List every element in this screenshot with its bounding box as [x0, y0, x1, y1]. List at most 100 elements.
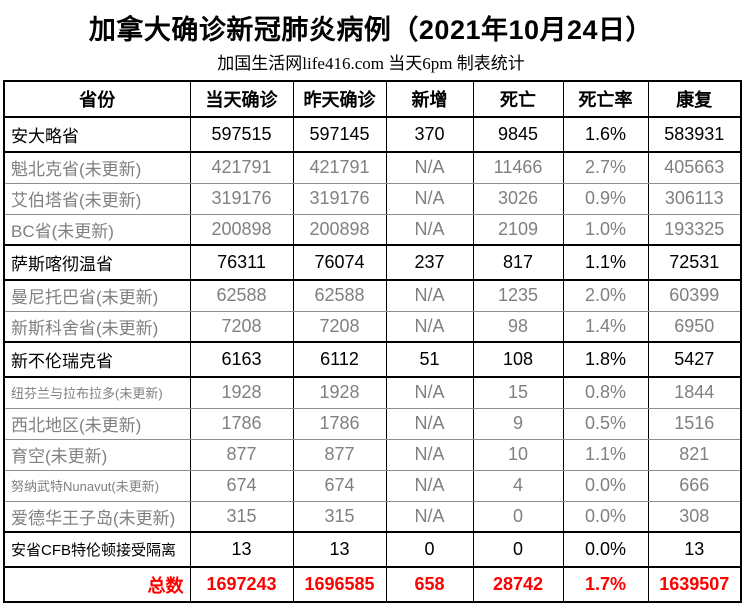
cell-new-cases: N/A	[385, 310, 474, 343]
cell-recovered: 1639507	[647, 566, 742, 603]
cell-new-cases: N/A	[385, 182, 474, 215]
cell-deaths: 3026	[472, 182, 564, 215]
cell-recovered: 308	[647, 500, 742, 533]
cell-deaths: 108	[472, 341, 564, 378]
cell-deaths: 1235	[472, 279, 564, 312]
cell-new-cases: N/A	[385, 469, 474, 502]
cell-yesterday-confirmed: 76074	[292, 244, 387, 281]
cell-deaths: 9845	[472, 116, 564, 153]
cell-death-rate: 1.1%	[562, 438, 649, 471]
cell-deaths: 9	[472, 407, 564, 440]
row-manitoba: 曼尼托巴省(未更新) 62588 62588 N/A 1235 2.0% 603…	[3, 279, 742, 312]
cell-recovered: 1516	[647, 407, 742, 440]
row-yukon: 育空(未更新) 877 877 N/A 10 1.1% 821	[3, 438, 742, 471]
cell-province: 爱德华王子岛(未更新)	[3, 500, 191, 533]
covid-stats-table: 省份 当天确诊 昨天确诊 新增 死亡 死亡率 康复 安大略省 597515 59…	[3, 80, 742, 603]
row-northwest-territories: 西北地区(未更新) 1786 1786 N/A 9 0.5% 1516	[3, 407, 742, 440]
cell-death-rate: 1.8%	[562, 341, 649, 378]
row-alberta: 艾伯塔省(未更新) 319176 319176 N/A 3026 0.9% 30…	[3, 182, 742, 215]
col-header-new-cases: 新增	[385, 81, 474, 118]
cell-province: BC省(未更新)	[3, 213, 191, 246]
cell-new-cases: N/A	[385, 151, 474, 184]
row-saskatchewan: 萨斯喀彻温省 76311 76074 237 817 1.1% 72531	[3, 244, 742, 281]
cell-yesterday-confirmed: 1928	[292, 376, 387, 409]
cell-death-rate: 0.5%	[562, 407, 649, 440]
cell-deaths: 4	[472, 469, 564, 502]
cell-yesterday-confirmed: 6112	[292, 341, 387, 378]
row-ontario: 安大略省 597515 597145 370 9845 1.6% 583931	[3, 116, 742, 153]
cell-death-rate: 0.9%	[562, 182, 649, 215]
table-header-row: 省份 当天确诊 昨天确诊 新增 死亡 死亡率 康复	[3, 81, 742, 118]
cell-today-confirmed: 674	[189, 469, 294, 502]
cell-death-rate: 1.0%	[562, 213, 649, 246]
cell-today-confirmed: 1928	[189, 376, 294, 409]
cell-death-rate: 1.1%	[562, 244, 649, 281]
cell-today-confirmed: 1786	[189, 407, 294, 440]
cell-today-confirmed: 6163	[189, 341, 294, 378]
cell-recovered: 5427	[647, 341, 742, 378]
cell-today-confirmed: 7208	[189, 310, 294, 343]
cell-deaths: 0	[472, 500, 564, 533]
cell-province: 新不伦瑞克省	[3, 341, 191, 378]
cell-deaths: 15	[472, 376, 564, 409]
row-bc: BC省(未更新) 200898 200898 N/A 2109 1.0% 193…	[3, 213, 742, 246]
cell-recovered: 306113	[647, 182, 742, 215]
cell-province: 纽芬兰与拉布拉多(未更新)	[3, 376, 191, 409]
cell-today-confirmed: 1697243	[189, 566, 294, 603]
cell-recovered: 193325	[647, 213, 742, 246]
cell-new-cases: 237	[385, 244, 474, 281]
cell-recovered: 6950	[647, 310, 742, 343]
cell-new-cases: 51	[385, 341, 474, 378]
row-nova-scotia: 新斯科舍省(未更新) 7208 7208 N/A 98 1.4% 6950	[3, 310, 742, 343]
cell-new-cases: N/A	[385, 500, 474, 533]
cell-recovered: 583931	[647, 116, 742, 153]
cell-deaths: 11466	[472, 151, 564, 184]
row-quebec: 魁北克省(未更新) 421791 421791 N/A 11466 2.7% 4…	[3, 151, 742, 184]
cell-deaths: 2109	[472, 213, 564, 246]
cell-yesterday-confirmed: 421791	[292, 151, 387, 184]
cell-death-rate: 0.0%	[562, 469, 649, 502]
cell-new-cases: 658	[385, 566, 474, 603]
cell-today-confirmed: 877	[189, 438, 294, 471]
cell-yesterday-confirmed: 597145	[292, 116, 387, 153]
row-cfb-trenton: 安省CFB特伦顿接受隔离 13 13 0 0 0.0% 13	[3, 531, 742, 568]
row-newfoundland-labrador: 纽芬兰与拉布拉多(未更新) 1928 1928 N/A 15 0.8% 1844	[3, 376, 742, 409]
cell-new-cases: 370	[385, 116, 474, 153]
cell-yesterday-confirmed: 319176	[292, 182, 387, 215]
cell-today-confirmed: 62588	[189, 279, 294, 312]
cell-recovered: 1844	[647, 376, 742, 409]
cell-yesterday-confirmed: 877	[292, 438, 387, 471]
row-total: 总数 1697243 1696585 658 28742 1.7% 163950…	[3, 566, 742, 603]
cell-recovered: 821	[647, 438, 742, 471]
cell-deaths: 28742	[472, 566, 564, 603]
cell-new-cases: 0	[385, 531, 474, 568]
col-header-province: 省份	[3, 81, 191, 118]
cell-deaths: 98	[472, 310, 564, 343]
cell-new-cases: N/A	[385, 407, 474, 440]
cell-yesterday-confirmed: 200898	[292, 213, 387, 246]
cell-death-rate: 0.0%	[562, 500, 649, 533]
col-header-recovered: 康复	[647, 81, 742, 118]
cell-province: 新斯科舍省(未更新)	[3, 310, 191, 343]
row-new-brunswick: 新不伦瑞克省 6163 6112 51 108 1.8% 5427	[3, 341, 742, 378]
cell-deaths: 10	[472, 438, 564, 471]
cell-recovered: 60399	[647, 279, 742, 312]
col-header-deaths: 死亡	[472, 81, 564, 118]
cell-deaths: 817	[472, 244, 564, 281]
cell-new-cases: N/A	[385, 376, 474, 409]
cell-death-rate: 1.7%	[562, 566, 649, 603]
cell-yesterday-confirmed: 1786	[292, 407, 387, 440]
cell-today-confirmed: 76311	[189, 244, 294, 281]
cell-province: 魁北克省(未更新)	[3, 151, 191, 184]
cell-total-label: 总数	[3, 566, 191, 603]
cell-death-rate: 1.4%	[562, 310, 649, 343]
cell-yesterday-confirmed: 315	[292, 500, 387, 533]
cell-province: 育空(未更新)	[3, 438, 191, 471]
cell-death-rate: 0.0%	[562, 531, 649, 568]
cell-today-confirmed: 200898	[189, 213, 294, 246]
cell-province: 安省CFB特伦顿接受隔离	[3, 531, 191, 568]
page-title: 加拿大确诊新冠肺炎病例（2021年10月24日）	[88, 15, 654, 45]
cell-recovered: 13	[647, 531, 742, 568]
cell-new-cases: N/A	[385, 438, 474, 471]
cell-province: 萨斯喀彻温省	[3, 244, 191, 281]
